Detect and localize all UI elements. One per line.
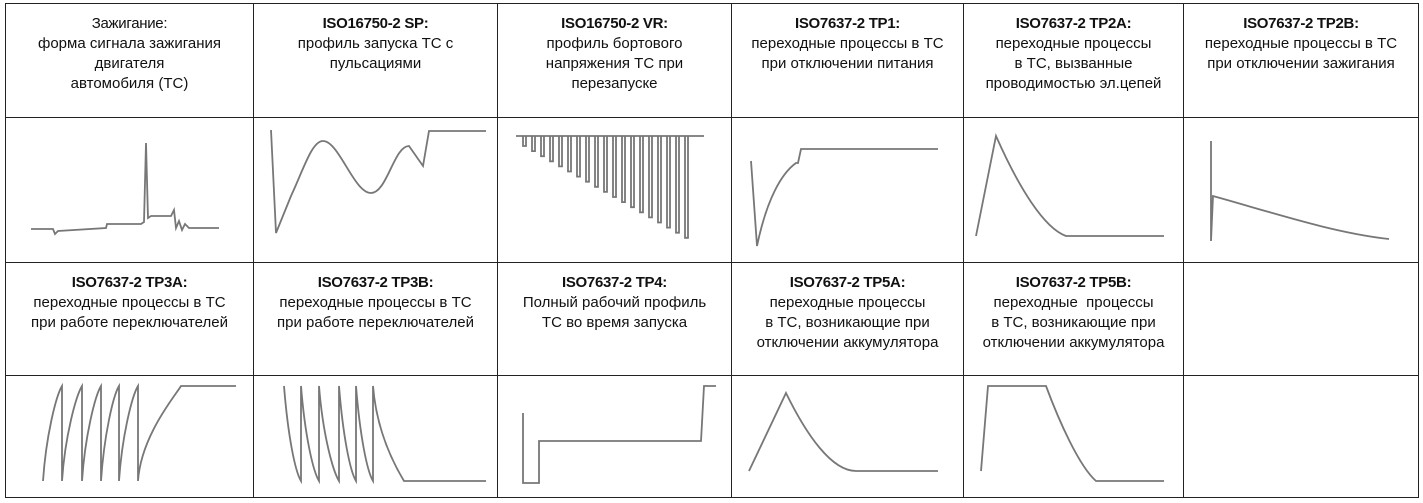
cell-title: ISO7637-2 TP2B: <box>1243 15 1359 32</box>
waveform-cell <box>253 117 498 263</box>
cell-line: переходные процессы <box>993 294 1154 311</box>
waveform-line <box>516 135 704 239</box>
waveform-cell <box>963 375 1184 498</box>
waveform-cell <box>731 375 964 498</box>
cell-title: ISO7637-2 TP5B: <box>1015 274 1132 291</box>
cell-title: ISO16750-2 SP: <box>322 15 429 32</box>
cell-title: ISO7637-2 TP3B: <box>317 274 434 291</box>
cell-line: профиль запуска ТС с <box>297 35 454 52</box>
waveform-table: Зажигание: форма сигнала зажигания двигате… <box>5 3 1419 498</box>
cell-line: в ТС, возникающие при <box>765 314 930 331</box>
header-cell: ISO7637-2 TP4: Полный рабочий профиль ТС в… <box>497 262 732 376</box>
cell-title: ISO7637-2 TP1: <box>794 15 901 32</box>
waveform <box>42 382 236 482</box>
cell-line: перезапуске <box>571 75 658 92</box>
cell-title: ISO7637-2 TP5A: <box>789 274 906 291</box>
cell-title: ISO7637-2 TP2A: <box>1015 15 1132 32</box>
cell-line: ТС во время запуска <box>541 314 688 331</box>
cell-line: переходные процессы в ТС <box>33 294 226 311</box>
cell-line: при работе переключателей <box>31 314 228 331</box>
header-cell: ISO7637-2 TP3A: переходные процессы в ТС п… <box>5 262 254 376</box>
waveform-line <box>283 385 486 485</box>
waveform-cell <box>963 117 1184 263</box>
cell-line: отключении аккумулятора <box>756 334 939 351</box>
cell-line: при отключении зажигания <box>1207 55 1395 72</box>
waveform-cell <box>5 117 254 263</box>
cell-line: в ТС, возникающие при <box>991 314 1156 331</box>
waveform <box>1210 141 1390 242</box>
waveform-cell <box>1183 375 1419 498</box>
waveform-line <box>1210 141 1390 242</box>
waveform <box>748 390 938 472</box>
cell-line: автомобиля (ТС) <box>70 75 189 92</box>
cell-title: ISO7637-2 TP4: <box>561 274 668 291</box>
waveform-line <box>980 385 1164 482</box>
waveform-cell <box>497 375 732 498</box>
header-cell: ISO7637-2 TP3B: переходные процессы в ТС п… <box>253 262 498 376</box>
cell-title: ISO7637-2 TP3A: <box>71 274 188 291</box>
header-cell: ISO16750-2 SP: профиль запуска ТС с пульса… <box>253 3 498 118</box>
cell-line: отключении аккумулятора <box>982 334 1165 351</box>
cell-title: ISO16750-2 VR: <box>561 15 668 32</box>
waveform-line <box>522 385 716 484</box>
waveform <box>283 385 486 485</box>
waveform <box>975 133 1164 237</box>
cell-line: при отключении питания <box>761 55 934 72</box>
cell-line: проводимостью эл.цепей <box>985 75 1162 92</box>
waveform-row <box>5 117 1419 263</box>
waveform <box>750 148 938 247</box>
header-cell: ISO7637-2 TP2A: переходные процессы в ТС, … <box>963 3 1184 118</box>
cell-line: форма сигнала зажигания <box>38 35 221 52</box>
cell-line: напряжения ТС при <box>545 55 684 72</box>
cell-line: переходные процессы <box>995 35 1152 52</box>
cell-line: переходные процессы в ТС <box>751 35 944 52</box>
cell-line: Полный рабочий профиль <box>522 294 707 311</box>
header-cell: ISO16750-2 VR: профиль бортового напряжени… <box>497 3 732 118</box>
waveform <box>31 142 219 236</box>
waveform <box>270 129 486 234</box>
waveform-cell <box>5 375 254 498</box>
cell-line: профиль бортового <box>546 35 683 52</box>
waveform-line <box>270 129 486 234</box>
waveform-cell <box>731 117 964 263</box>
waveform-line <box>748 390 938 472</box>
waveform-cell <box>1183 117 1419 263</box>
cell-line: при работе переключателей <box>277 314 474 331</box>
header-row: ISO7637-2 TP3A: переходные процессы в ТС п… <box>5 262 1419 376</box>
header-row: Зажигание: форма сигнала зажигания двигате… <box>5 3 1419 118</box>
header-cell: ISO7637-2 TP1: переходные процессы в ТС пр… <box>731 3 964 118</box>
table-body: Зажигание: форма сигнала зажигания двигате… <box>5 3 1419 498</box>
cell-line: пульсациями <box>329 55 422 72</box>
cell-line: двигателя <box>94 55 165 72</box>
header-cell: ISO7637-2 TP5B: переходные процессы в ТС, … <box>963 262 1184 376</box>
cell-line: переходные процессы в ТС <box>279 294 472 311</box>
waveform <box>516 135 704 239</box>
cell-line: переходные процессы в ТС <box>1204 35 1398 52</box>
cell-title: Зажигание: <box>91 15 168 32</box>
waveform <box>980 385 1164 482</box>
header-cell: Зажигание: форма сигнала зажигания двигате… <box>5 3 254 118</box>
cell-line: в ТС, вызванные <box>1014 55 1133 72</box>
waveform-cell <box>497 117 732 263</box>
header-cell <box>1183 262 1419 376</box>
header-cell: ISO7637-2 TP2B: переходные процессы в ТС п… <box>1183 3 1419 118</box>
header-cell: ISO7637-2 TP5A: переходные процессы в ТС, … <box>731 262 964 376</box>
waveform-line <box>31 142 219 236</box>
waveform <box>522 385 716 484</box>
waveform-line <box>42 382 236 482</box>
waveform-line <box>750 148 938 247</box>
waveform-row <box>5 375 1419 498</box>
waveform-line <box>975 133 1164 237</box>
waveform-cell <box>253 375 498 498</box>
cell-line: переходные процессы <box>769 294 926 311</box>
